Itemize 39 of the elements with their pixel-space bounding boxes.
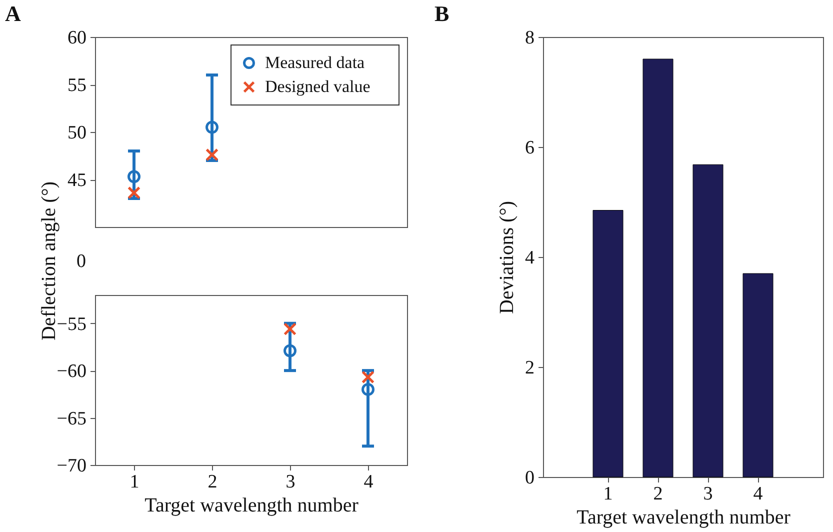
y-tick-label: 4 [525,248,535,268]
chart-title: B [434,1,450,26]
y-tick-label: 2 [525,358,534,378]
y-tick-label: 60 [68,28,86,48]
y-tick-label: −65 [56,408,86,430]
x-tick-label: 3 [703,484,713,504]
y-tick-label: 55 [68,75,86,96]
point [362,370,374,384]
point [206,148,218,162]
y-axis-title: Deviations (°) [496,201,518,314]
x-tick-label: 4 [753,484,764,504]
x-axis-title: Target wavelength number [576,506,791,528]
x-tick-label: 3 [286,472,296,492]
x-tick-label: 1 [130,472,140,492]
point [128,170,140,184]
x-tick-label: 2 [208,472,218,492]
x-tick-label: 1 [603,484,613,504]
y-tick-label: 8 [525,28,534,48]
point [284,344,296,358]
x-tick-label: 2 [653,484,663,504]
bar [642,58,674,478]
point [206,120,218,134]
y-tick-label: 50 [68,122,86,144]
point [128,186,140,200]
point [284,322,296,336]
y-tick-label: 45 [68,170,86,191]
y-tick-label: −60 [56,361,86,382]
y-tick-label: 6 [525,138,534,158]
bar [592,210,624,478]
x-axis-title: Target wavelength number [144,494,359,516]
legend-label: Measured data [265,53,366,72]
legend-label: Designed value [265,77,370,96]
chart-title: A [5,1,21,26]
point [362,382,374,396]
bar [742,273,774,478]
y-tick-label: −70 [56,456,86,476]
y-tick-label: 0 [525,468,534,488]
x-tick-label: 4 [364,472,374,492]
bar [692,164,724,478]
